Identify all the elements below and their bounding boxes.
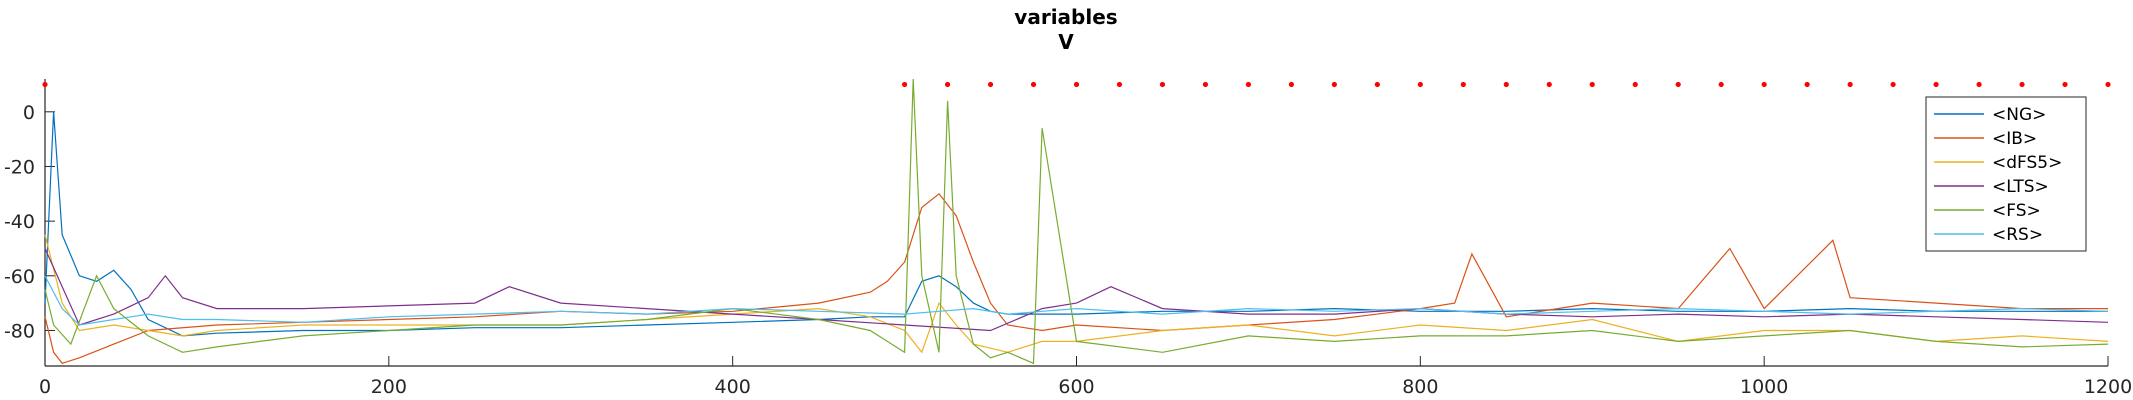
- series-line: [44, 78, 2109, 365]
- spike-marker: [944, 81, 951, 88]
- x-tick-label: 0: [39, 376, 51, 398]
- spike-marker: [1288, 81, 1294, 88]
- spike-marker: [1374, 81, 1380, 88]
- legend-label: <IB>: [1992, 129, 2037, 149]
- legend-label: <FS>: [1992, 201, 2041, 221]
- chart-subtitle: V: [1058, 30, 1074, 54]
- x-tick-label: 1200: [2084, 376, 2132, 398]
- spike-marker: [1847, 81, 1853, 88]
- legend-label: <dFS5>: [1992, 153, 2062, 173]
- x-tick-label: 800: [1402, 376, 1438, 398]
- legend: <NG> <IB> <dFS5> <LTS> <FS> <RS>: [1925, 96, 2087, 252]
- series-line: [44, 275, 2109, 326]
- spike-marker: [42, 81, 48, 88]
- y-tick-label: -20: [4, 156, 35, 178]
- y-tick-label: 0: [23, 102, 35, 124]
- spike-marker: [1632, 81, 1638, 88]
- y-tick-label: -60: [4, 266, 35, 288]
- spike-marker: [1245, 81, 1252, 88]
- legend-label: <LTS>: [1992, 177, 2049, 197]
- spike-marker: [1546, 81, 1552, 88]
- series-line: [44, 111, 2108, 337]
- spike-marker: [1073, 81, 1080, 88]
- spike-marker: [1116, 81, 1123, 88]
- spike-marker: [1202, 81, 1209, 88]
- spike-marker: [1933, 81, 1939, 88]
- series-line: [44, 234, 2109, 354]
- spike-marker: [1159, 81, 1166, 88]
- spike-marker: [1460, 81, 1466, 88]
- legend-box: [1925, 96, 2087, 252]
- spike-marker: [2105, 81, 2111, 88]
- spike-marker: [1589, 81, 1595, 88]
- spike-marker: [987, 81, 994, 88]
- spike-marker: [1761, 81, 1767, 88]
- spike-marker: [1331, 81, 1337, 88]
- legend-label: <RS>: [1992, 225, 2043, 245]
- spike-marker: [1976, 81, 1982, 88]
- x-tick-label: 600: [1058, 376, 1094, 398]
- chart-title: variables: [1014, 5, 1117, 29]
- series-line: [44, 248, 2109, 332]
- spike-marker: [1503, 81, 1509, 88]
- spike-marker: [1675, 81, 1681, 88]
- x-tick-label: 1000: [1740, 376, 1788, 398]
- spike-marker: [2019, 81, 2025, 88]
- spike-marker: [901, 81, 908, 88]
- plot-area: 0 200 400 600 800 1000 1200 0 -20 -40 -60 -80: [4, 78, 2132, 398]
- legend-label: <NG>: [1992, 105, 2046, 125]
- y-tick-label: -80: [4, 320, 35, 342]
- spike-marker: [1718, 81, 1724, 88]
- spike-marker: [2062, 81, 2068, 88]
- spike-marker: [1030, 81, 1037, 88]
- series-line: [44, 192, 2108, 364]
- y-tick-label: -40: [4, 211, 35, 233]
- spike-marker: [1890, 81, 1896, 88]
- x-tick-label: 400: [715, 376, 751, 398]
- spike-marker: [1417, 81, 1423, 88]
- spike-marker: [1804, 81, 1810, 88]
- x-tick-label: 200: [371, 376, 407, 398]
